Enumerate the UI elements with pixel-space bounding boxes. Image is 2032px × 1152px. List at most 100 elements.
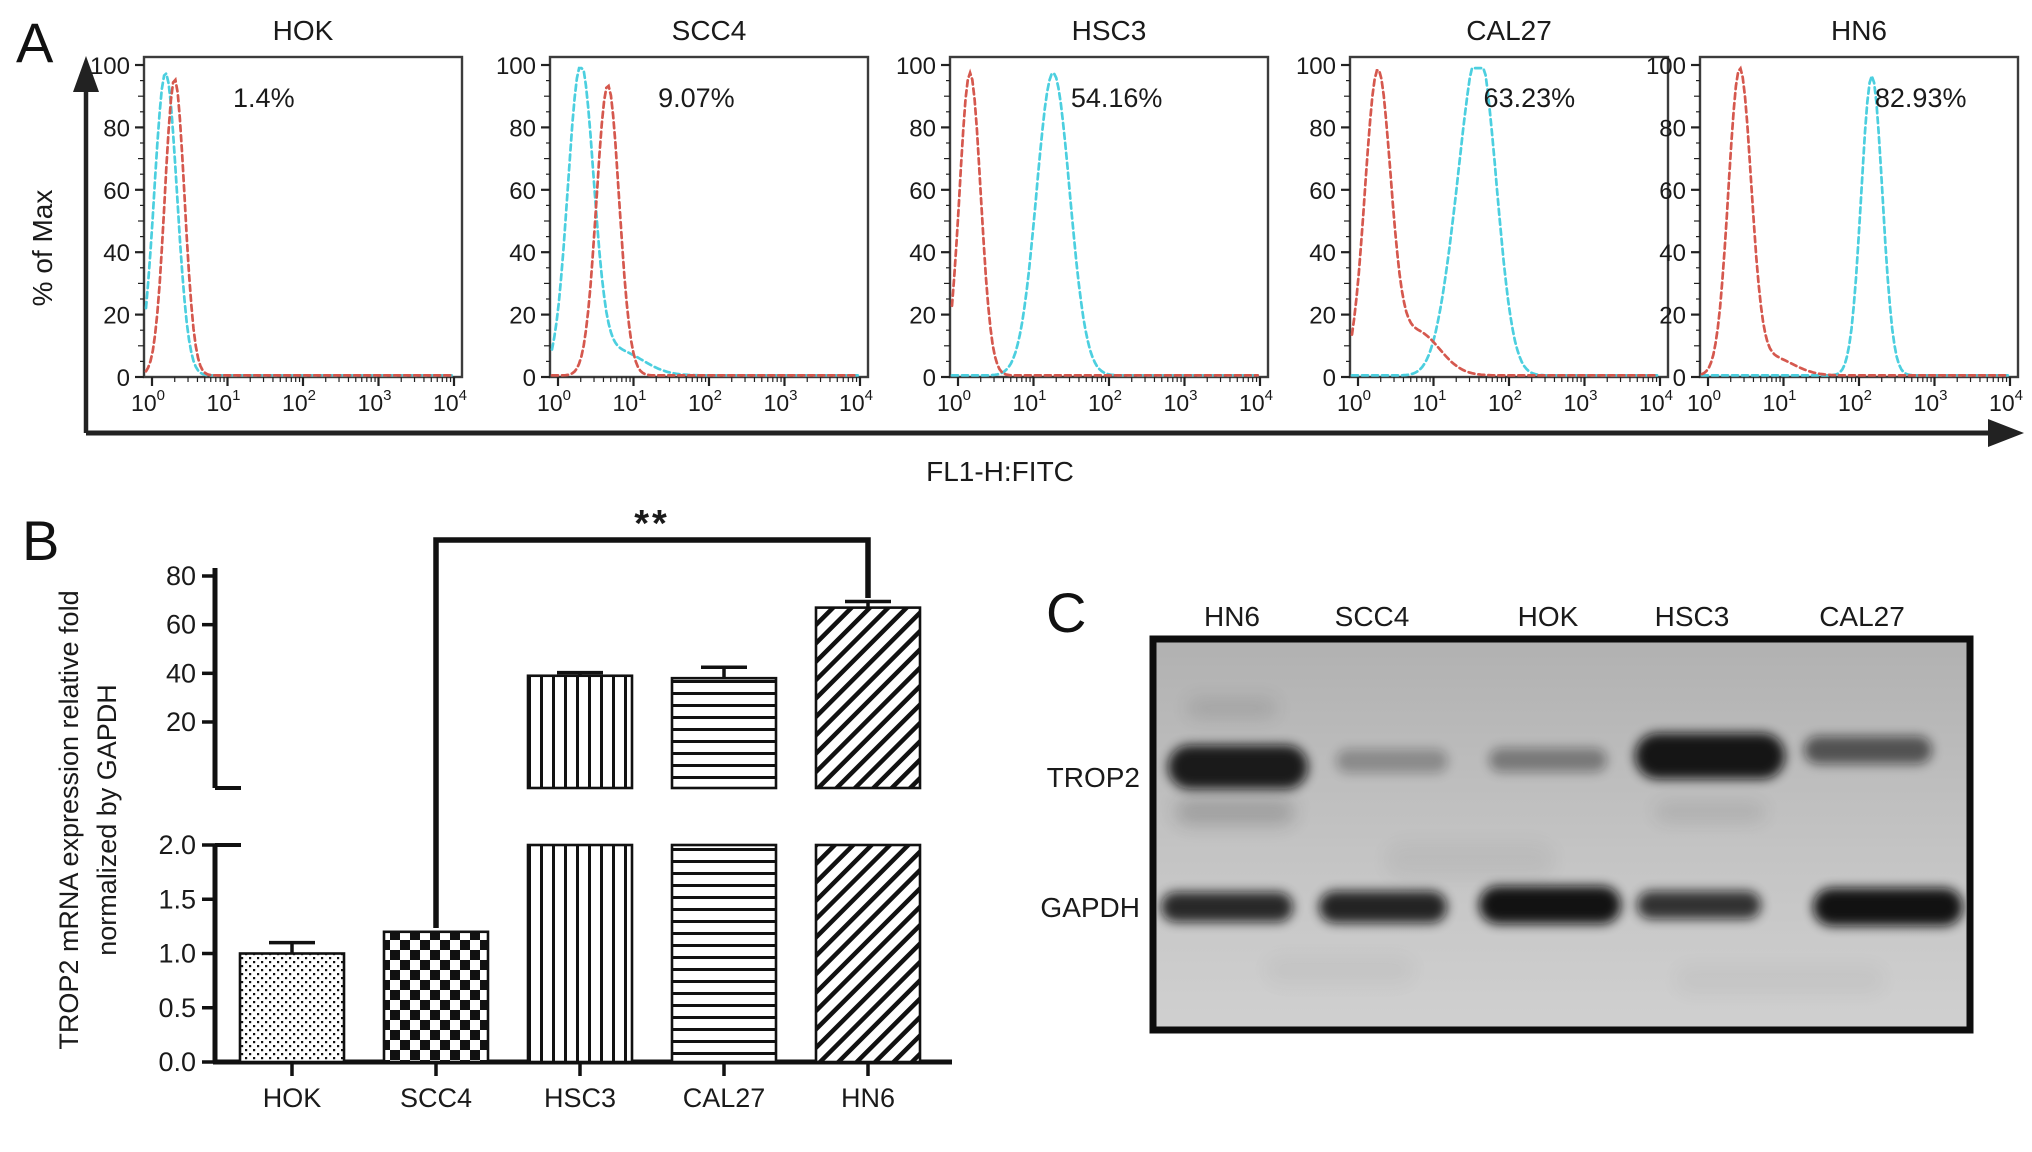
- panel-c-western-blot: C HN6 SCC4 HOK HSC3 CAL27 TROP2 GAPDH: [1040, 581, 1974, 1034]
- subplot-title: HOK: [273, 15, 334, 46]
- percent-label: 54.16%: [1071, 83, 1163, 113]
- y-tick-label: 60: [509, 178, 536, 205]
- x-tick-label: 100: [1687, 387, 1721, 416]
- blot-bands: [1161, 698, 1963, 995]
- x-tick-label: 102: [688, 387, 722, 416]
- x-tick-label: 102: [1488, 387, 1522, 416]
- panel-b-bar-chart: B TROP2 mRNA expression relative fold no…: [22, 503, 952, 1113]
- subplot-title: CAL27: [1466, 15, 1552, 46]
- x-tick-label: 101: [207, 387, 241, 416]
- b-y-tick-label: 0.0: [158, 1047, 196, 1077]
- y-tick-label: 100: [1296, 53, 1336, 80]
- x-tick-label: 104: [1989, 387, 2023, 416]
- y-tick-label: 100: [1646, 53, 1686, 80]
- x-tick-label: 103: [358, 387, 392, 416]
- y-tick-label: 100: [896, 53, 936, 80]
- percent-label: 1.4%: [233, 83, 295, 113]
- x-tick-label: 104: [839, 387, 873, 416]
- category-label: SCC4: [400, 1083, 472, 1113]
- panel-a-flow-cytometry: A % of Max FL1-H:FITC HOK 0 20 40 60 80 100 100…: [16, 11, 2024, 487]
- x-tick-label: 103: [764, 387, 798, 416]
- gapdh-band: [1319, 891, 1447, 923]
- category-label: HOK: [263, 1083, 322, 1113]
- x-tick-label: 100: [537, 387, 571, 416]
- b-y-tick-label: 0.5: [158, 993, 196, 1023]
- b-y-tick-label: 40: [166, 658, 196, 688]
- gapdh-band: [1813, 888, 1963, 926]
- x-tick-label: 102: [282, 387, 316, 416]
- y-tick-label: 0: [117, 365, 130, 392]
- subplot-box: [548, 55, 870, 379]
- trop2-band: [1336, 749, 1448, 773]
- blot-row-label-gapdh: GAPDH: [1040, 892, 1140, 923]
- y-tick-label: 80: [909, 115, 936, 142]
- x-tick-label: 100: [1337, 387, 1371, 416]
- panel-a-label: A: [16, 11, 54, 74]
- x-tick-label: 102: [1838, 387, 1872, 416]
- trop2-band: [1168, 745, 1308, 789]
- percent-label: 9.07%: [658, 83, 735, 113]
- y-tick-label: 0: [1323, 365, 1336, 392]
- percent-label: 63.23%: [1484, 83, 1576, 113]
- y-tick-label: 60: [103, 178, 130, 205]
- significance-stars: **: [634, 503, 670, 545]
- control-curve: [144, 76, 454, 377]
- b-y-tick-label: 1.0: [158, 939, 196, 969]
- x-tick-label: 103: [1914, 387, 1948, 416]
- y-tick-label: 60: [1659, 178, 1686, 205]
- y-tick-label: 100: [90, 53, 130, 80]
- trop2-band: [1804, 736, 1932, 764]
- stained-curve: [1700, 71, 2010, 377]
- blot-smudge: [1675, 965, 1885, 995]
- x-tick-label: 101: [613, 387, 647, 416]
- x-tick-label: 100: [131, 387, 165, 416]
- bar-lower-segment: [670, 843, 778, 1064]
- blot-smudge: [1175, 799, 1295, 825]
- x-tick-label: 103: [1164, 387, 1198, 416]
- a-x-axis-title: FL1-H:FITC: [926, 456, 1074, 487]
- bar-upper-segment: [814, 606, 922, 790]
- y-tick-label: 40: [1659, 240, 1686, 267]
- control-curve: [1350, 68, 1660, 377]
- lane-label: HOK: [1518, 601, 1579, 632]
- gapdh-band: [1479, 886, 1621, 924]
- x-tick-label: 100: [937, 387, 971, 416]
- subplot-title: HSC3: [1072, 15, 1147, 46]
- subplot-title: SCC4: [672, 15, 747, 46]
- y-tick-label: 80: [1309, 115, 1336, 142]
- y-tick-label: 40: [103, 240, 130, 267]
- x-tick-label: 104: [1239, 387, 1273, 416]
- x-tick-label: 103: [1564, 387, 1598, 416]
- y-tick-label: 60: [909, 178, 936, 205]
- lane-label: HSC3: [1655, 601, 1730, 632]
- x-tick-label: 102: [1088, 387, 1122, 416]
- blot-smudge: [1655, 802, 1765, 822]
- subplot-box: [948, 55, 1270, 379]
- y-tick-label: 100: [496, 53, 536, 80]
- bar-lower-segment: [814, 843, 922, 1064]
- y-axis-arrow: [73, 56, 99, 433]
- subplot-box: [142, 55, 464, 379]
- b-y-tick-label: 20: [166, 707, 196, 737]
- subplot-box: [1348, 55, 1670, 379]
- category-label: CAL27: [683, 1083, 766, 1113]
- panel-b-label: B: [22, 509, 59, 572]
- y-tick-label: 0: [923, 365, 936, 392]
- y-tick-label: 0: [1673, 365, 1686, 392]
- category-label: HN6: [841, 1083, 895, 1113]
- percent-label: 82.93%: [1875, 83, 1967, 113]
- blot-smudge: [1385, 842, 1555, 878]
- control-curve: [1700, 65, 2010, 377]
- y-tick-label: 20: [509, 303, 536, 330]
- blot-smudge: [1265, 955, 1415, 985]
- trop2-band: [1635, 733, 1785, 779]
- bar: [382, 930, 490, 1064]
- x-tick-label: 101: [1013, 387, 1047, 416]
- subplot-title: HN6: [1831, 15, 1887, 46]
- x-axis-arrow: [86, 419, 2024, 447]
- a-y-axis-title: % of Max: [27, 190, 58, 307]
- y-tick-label: 20: [1309, 303, 1336, 330]
- y-tick-label: 80: [509, 115, 536, 142]
- y-tick-label: 80: [103, 115, 130, 142]
- lane-label: CAL27: [1819, 601, 1905, 632]
